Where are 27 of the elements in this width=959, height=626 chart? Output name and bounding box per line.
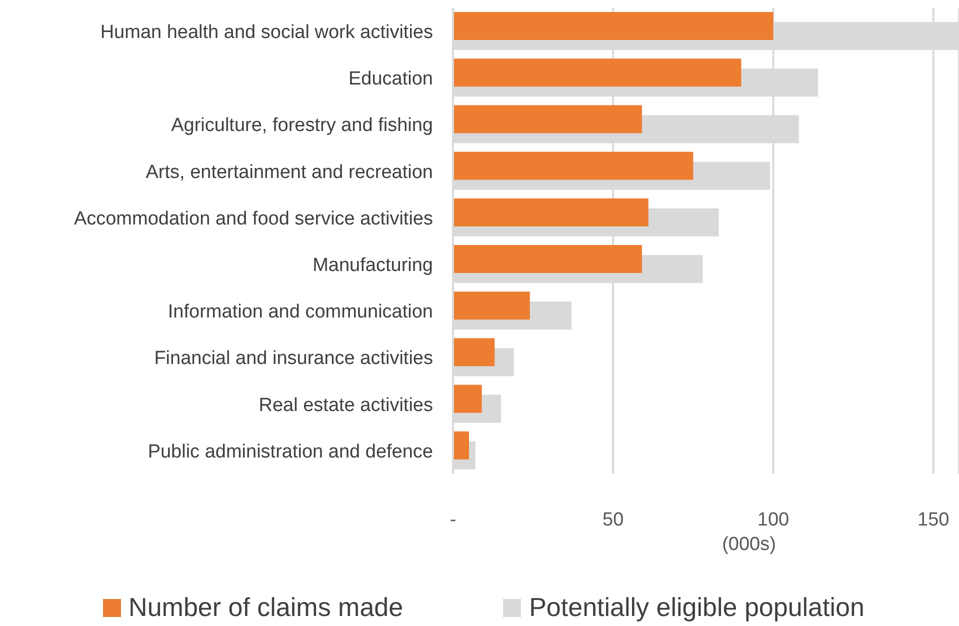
bar [453,431,470,460]
bar [453,105,642,134]
y-tick-label: Financial and insurance activities [154,348,433,370]
y-tick-label: Human health and social work activities [100,22,433,44]
legend-label: Potentially eligible population [529,592,864,623]
bar [453,338,495,366]
bar [453,292,530,320]
x-tick-label: 150 [918,509,950,530]
legend-label: Number of claims made [128,592,404,623]
bar [453,198,648,226]
bar [453,152,694,180]
y-tick-label: Manufacturing [312,255,433,276]
bar [453,384,482,413]
bar [453,245,642,273]
x-axis-title: (000s) [722,534,776,555]
x-tick-label: - [450,509,456,530]
x-tick-label: 100 [757,509,790,530]
y-tick-label: Education [348,68,433,90]
bar [453,58,742,87]
y-tick-label: Arts, entertainment and recreation [146,162,433,183]
y-tick-label: Accommodation and food service activities [74,208,433,230]
y-tick-label: Information and communication [168,302,433,323]
bar [453,12,774,40]
y-tick-label: Real estate activities [258,394,433,416]
y-tick-label: Agriculture, forestry and fishing [171,115,433,136]
x-tick-label: 50 [602,509,624,530]
y-tick-label: Public administration and defence [148,441,433,462]
